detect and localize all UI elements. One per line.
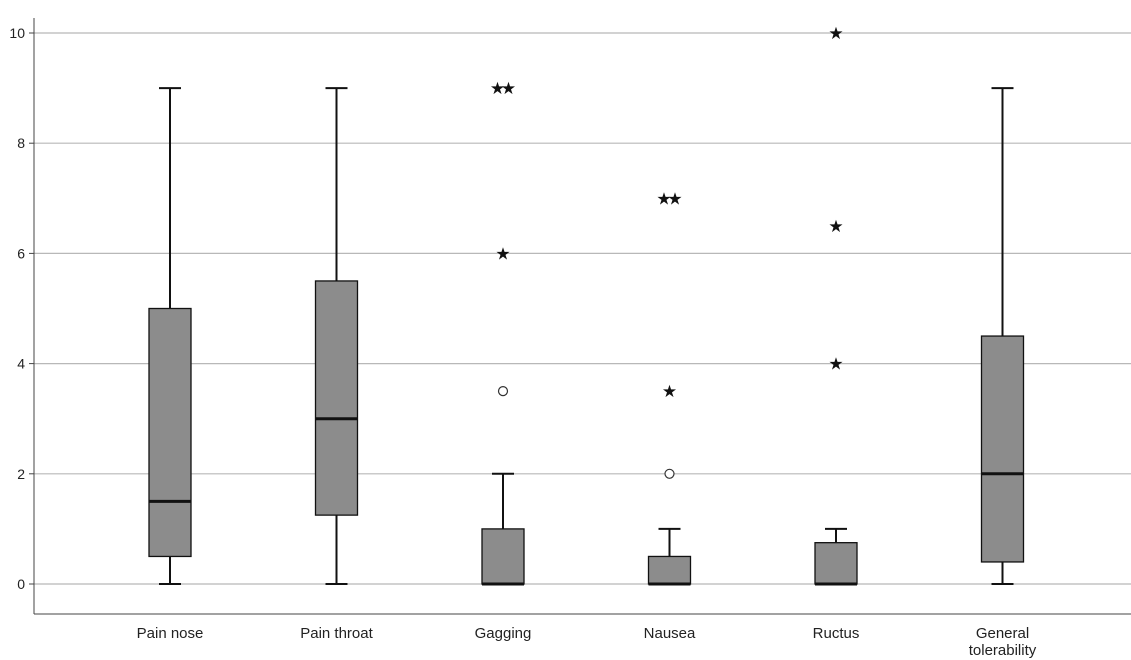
box-group (148, 87, 192, 585)
grid-lines (34, 32, 1131, 585)
box-group (314, 87, 359, 585)
extreme-point: ★ (656, 189, 671, 209)
extreme-point: ★ (495, 244, 510, 264)
x-tick-label: Nausea (644, 625, 696, 642)
x-tick-label: General tolerability (969, 625, 1037, 659)
extreme-point: ★ (667, 189, 682, 209)
extreme-point: ★ (501, 79, 516, 99)
extreme-point: ★ (490, 79, 505, 99)
box (314, 280, 359, 516)
x-tick-label: Pain throat (300, 625, 373, 642)
box (481, 528, 525, 585)
box-group: ★★★ (481, 79, 525, 586)
y-tick-label: 6 (17, 245, 25, 261)
box-group (980, 87, 1025, 585)
y-tick-label: 10 (9, 25, 25, 41)
extreme-point: ★ (662, 382, 677, 402)
outlier-point (664, 468, 675, 479)
box-group: ★ ★ ★ (814, 24, 858, 586)
box (980, 335, 1025, 563)
x-tick-label: Gagging (475, 625, 532, 642)
extreme-point: ★ (828, 217, 843, 237)
x-tick-label: Ructus (813, 625, 860, 642)
y-tick-label: 8 (17, 135, 25, 151)
y-axis-ticks: 0 2 4 6 8 10 (9, 25, 34, 592)
extreme-point: ★ (828, 24, 843, 44)
y-tick-label: 4 (17, 356, 25, 372)
y-tick-label: 0 (17, 576, 25, 592)
extreme-point: ★ (828, 355, 843, 375)
y-tick-label: 2 (17, 466, 25, 482)
axes (33, 18, 1131, 615)
x-tick-label: Pain nose (137, 625, 204, 642)
box (148, 307, 192, 558)
x-axis-labels: Pain nose Pain throat Gagging Nausea Ructus G… (137, 625, 1037, 659)
boxes: ★★★★★★★★★ (148, 24, 1025, 586)
box (814, 542, 858, 585)
box (647, 555, 692, 585)
outlier-point (497, 386, 509, 397)
box-group: ★★★ (647, 189, 692, 586)
